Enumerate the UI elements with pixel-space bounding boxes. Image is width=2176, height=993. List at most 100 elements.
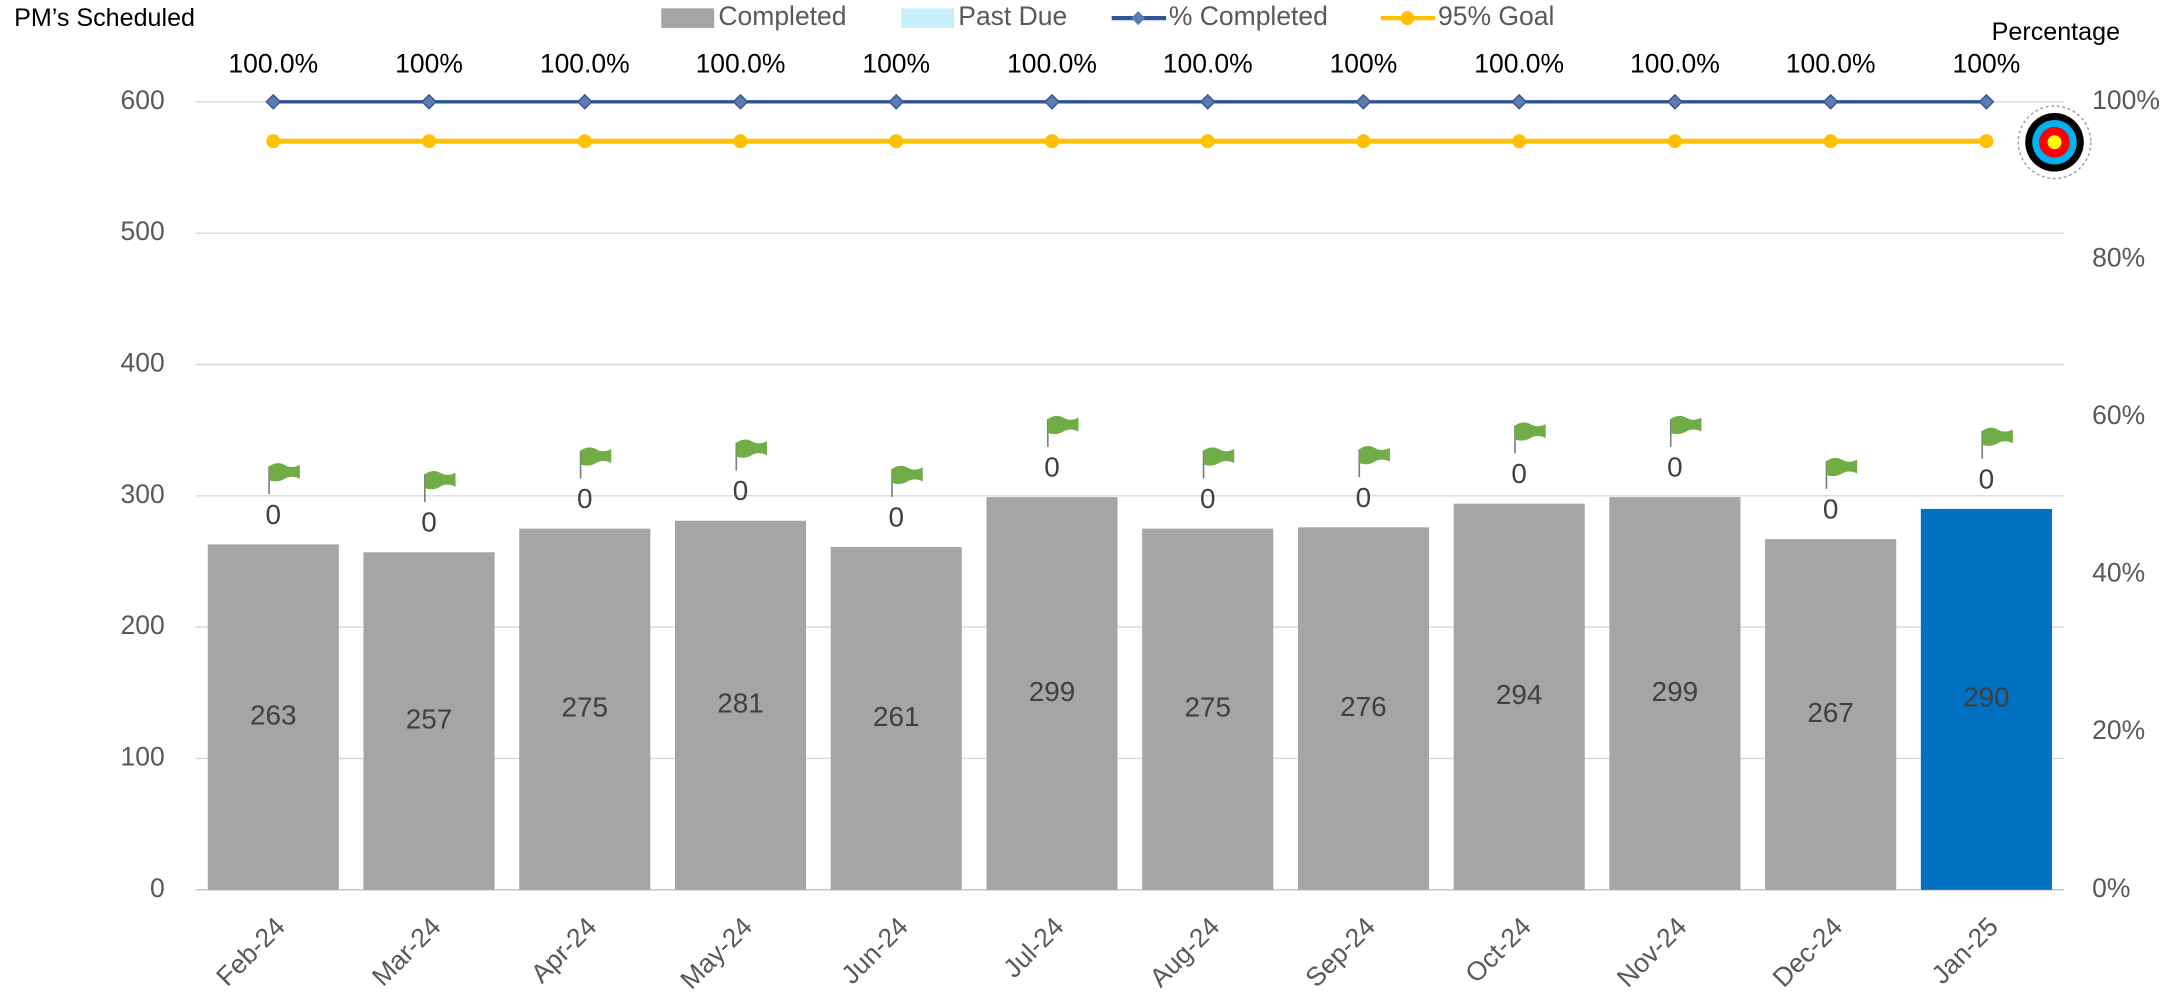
marker bbox=[1978, 93, 1995, 110]
flag-cloth bbox=[1826, 457, 1858, 477]
bar bbox=[986, 497, 1118, 890]
x-tick-label: Oct-24 bbox=[1459, 911, 1536, 988]
flag-cloth bbox=[1982, 427, 2013, 446]
flag bbox=[735, 439, 767, 471]
bar-value-label: 276 bbox=[1340, 691, 1387, 722]
x-tick-label: Apr-24 bbox=[525, 911, 602, 988]
x-tick-label: May-24 bbox=[674, 911, 758, 993]
flag bbox=[1981, 427, 2013, 459]
past-due-label: 0 bbox=[1044, 452, 1060, 483]
marker bbox=[422, 134, 436, 149]
past-due-label: 0 bbox=[266, 499, 282, 530]
marker bbox=[889, 134, 904, 149]
y2-axis-title: Percentage bbox=[1992, 18, 2120, 46]
x-tick-label: Feb-24 bbox=[210, 911, 291, 992]
legend-swatch bbox=[901, 8, 955, 28]
legend-marker bbox=[1131, 11, 1146, 26]
marker bbox=[1355, 93, 1372, 110]
target-icon bbox=[2017, 105, 2092, 180]
marker bbox=[1512, 134, 1527, 149]
bar bbox=[207, 544, 339, 890]
past-due-label: 0 bbox=[577, 483, 593, 514]
y-tick-label: 300 bbox=[121, 479, 165, 509]
flag bbox=[1825, 457, 1858, 489]
marker bbox=[1823, 134, 1838, 149]
legend-label: 95% Goal bbox=[1438, 1, 1554, 31]
y-tick-label: 0 bbox=[150, 873, 165, 903]
marker bbox=[576, 93, 593, 110]
line-value-label: 100.0% bbox=[1630, 49, 1720, 79]
bar-value-label: 275 bbox=[562, 692, 609, 723]
legend-marker bbox=[1400, 11, 1415, 26]
bar-value-label: 299 bbox=[1652, 676, 1699, 707]
y2-tick-label: 80% bbox=[2092, 242, 2145, 272]
bar-value-label: 257 bbox=[406, 703, 453, 734]
legend-label: % Completed bbox=[1169, 1, 1328, 31]
past-due-label: 0 bbox=[1356, 482, 1372, 513]
flag bbox=[891, 465, 923, 497]
x-tick-label: Aug-24 bbox=[1144, 911, 1226, 993]
bar-value-label: 261 bbox=[873, 701, 920, 732]
marker bbox=[733, 134, 748, 149]
bar bbox=[1920, 508, 2052, 890]
y-tick-label: 200 bbox=[121, 610, 165, 640]
bar bbox=[1142, 528, 1274, 890]
line-value-label: 100.0% bbox=[540, 49, 630, 79]
marker bbox=[1511, 93, 1528, 110]
past-due-label: 0 bbox=[733, 475, 749, 506]
flag bbox=[1514, 422, 1546, 454]
line-value-label: 100% bbox=[862, 49, 930, 79]
y2-tick-label: 0% bbox=[2092, 873, 2130, 903]
marker bbox=[265, 93, 282, 110]
target-ring bbox=[2047, 135, 2062, 150]
y-tick-label: 500 bbox=[121, 216, 165, 246]
bar-value-label: 275 bbox=[1184, 692, 1231, 723]
line-value-label: 100.0% bbox=[1786, 49, 1876, 79]
flag-cloth bbox=[736, 439, 767, 458]
flag-cloth bbox=[1047, 415, 1079, 435]
line-value-label: 100% bbox=[1953, 49, 2021, 79]
flag bbox=[1669, 415, 1702, 447]
y2-tick-label: 60% bbox=[2092, 400, 2145, 430]
flag-cloth bbox=[1670, 415, 1702, 435]
y-tick-label: 400 bbox=[121, 347, 165, 377]
bar bbox=[519, 528, 651, 890]
bar bbox=[830, 547, 962, 890]
flag bbox=[424, 470, 456, 503]
bar-value-label: 267 bbox=[1807, 697, 1854, 728]
flag-cloth bbox=[1514, 422, 1546, 441]
marker bbox=[1666, 93, 1683, 110]
past-due-label: 0 bbox=[421, 507, 437, 538]
line-value-label: 100.0% bbox=[1474, 49, 1564, 79]
marker bbox=[1044, 134, 1059, 149]
flag bbox=[1358, 446, 1390, 478]
bar-value-label: 299 bbox=[1029, 676, 1076, 707]
flag-cloth bbox=[424, 470, 456, 490]
bar bbox=[363, 552, 495, 890]
flag-cloth bbox=[1203, 447, 1235, 466]
y2-tick-label: 100% bbox=[2092, 85, 2160, 115]
marker bbox=[1044, 93, 1060, 110]
line-value-label: 100.0% bbox=[228, 49, 318, 79]
bar bbox=[1453, 503, 1585, 890]
marker bbox=[732, 93, 749, 110]
flag bbox=[268, 463, 300, 495]
flag-cloth bbox=[1359, 446, 1390, 465]
flag bbox=[1202, 447, 1235, 479]
x-tick-label: Mar-24 bbox=[366, 911, 447, 992]
flag-cloth bbox=[269, 463, 300, 482]
legend-swatch bbox=[661, 8, 715, 28]
past-due-label: 0 bbox=[1979, 463, 1995, 494]
flag-cloth bbox=[892, 465, 923, 484]
x-tick-label: Jan-25 bbox=[1925, 911, 2003, 989]
y-axis-title: PM’s Scheduled bbox=[14, 4, 195, 32]
marker bbox=[888, 93, 905, 110]
flag bbox=[579, 447, 612, 479]
bar bbox=[674, 520, 807, 890]
marker bbox=[1356, 134, 1371, 149]
legend-label: Completed bbox=[718, 1, 846, 31]
marker bbox=[577, 134, 592, 149]
x-tick-label: Jul-24 bbox=[997, 911, 1069, 983]
bar-value-label: 294 bbox=[1496, 679, 1543, 710]
